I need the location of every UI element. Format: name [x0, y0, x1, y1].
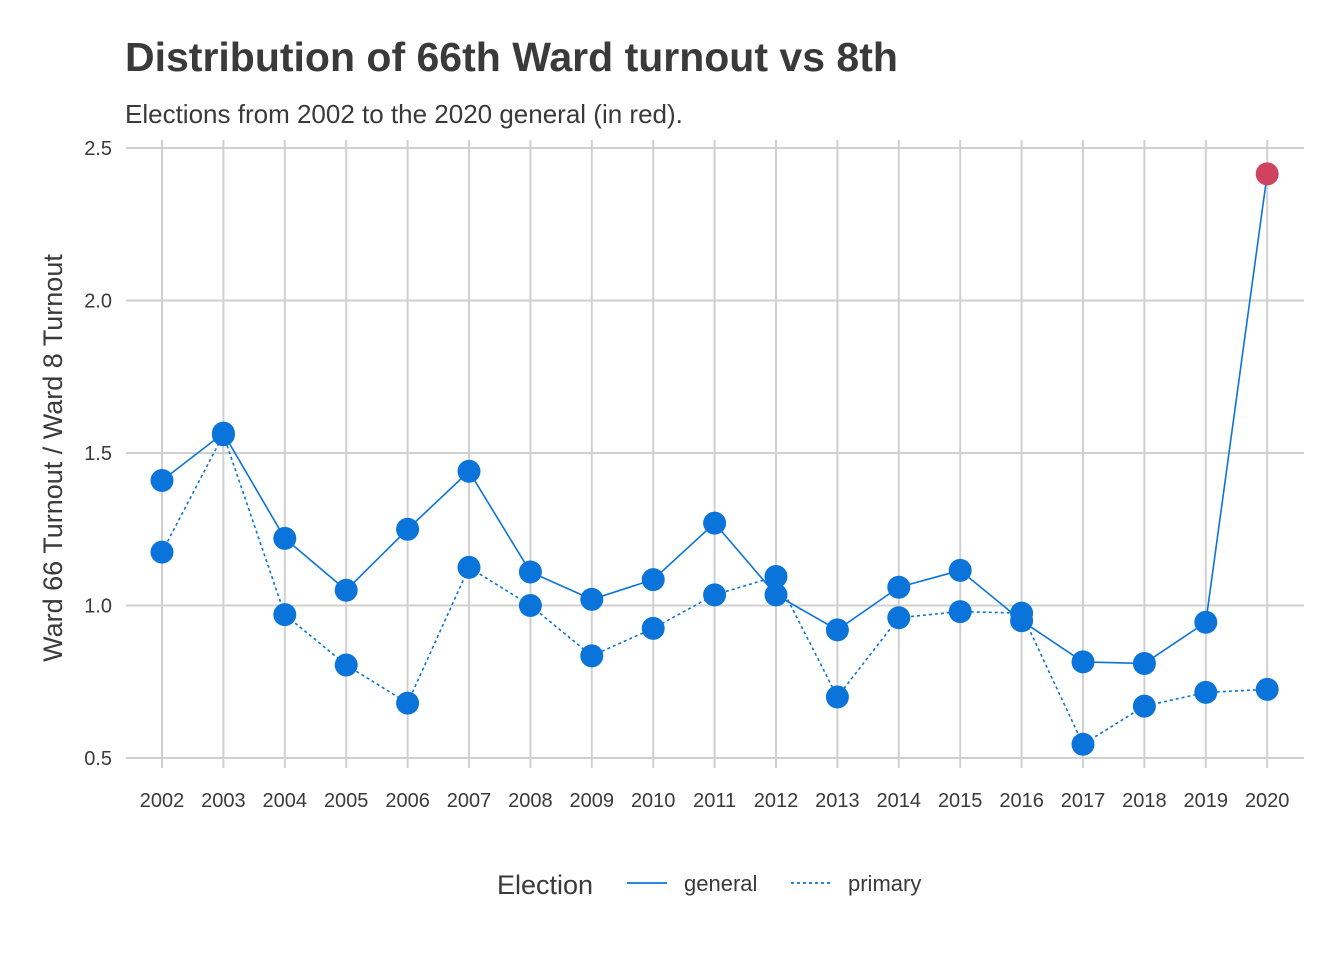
- point-general-2016: [1010, 609, 1034, 633]
- point-general-2008: [518, 560, 542, 584]
- x-tick-label: 2006: [385, 790, 430, 812]
- point-general-2002: [150, 468, 174, 492]
- legend-label-general: general: [684, 871, 757, 896]
- x-tick-label: 2004: [263, 790, 308, 812]
- x-tick-label: 2005: [324, 790, 369, 812]
- point-primary-2017: [1071, 732, 1095, 756]
- point-primary-2012: [764, 565, 788, 589]
- point-primary-2007: [457, 555, 481, 579]
- point-primary-2002: [150, 540, 174, 564]
- y-tick-label: 1.0: [84, 596, 112, 618]
- series-points: [150, 162, 1279, 756]
- point-primary-2019: [1194, 680, 1218, 704]
- chart-title: Distribution of 66th Ward turnout vs 8th: [125, 34, 898, 80]
- chart-subtitle: Elections from 2002 to the 2020 general …: [125, 99, 683, 129]
- point-general-2007: [457, 459, 481, 483]
- point-general-2006: [396, 517, 420, 541]
- legend-label-primary: primary: [848, 871, 921, 896]
- point-general-2018: [1132, 651, 1156, 675]
- point-primary-2020: [1255, 677, 1279, 701]
- x-tick-label: 2007: [447, 790, 492, 812]
- point-primary-2018: [1132, 694, 1156, 718]
- x-tick-label: 2016: [999, 790, 1044, 812]
- point-primary-2011: [703, 583, 727, 607]
- point-primary-2009: [580, 644, 604, 668]
- x-tick-label: 2018: [1122, 790, 1167, 812]
- point-primary-2008: [518, 594, 542, 617]
- point-general-2020: [1255, 162, 1279, 186]
- point-general-2014: [887, 575, 911, 599]
- x-tick-label: 2020: [1245, 790, 1290, 812]
- y-axis-ticks: 0.5 1.0 1.5 2.0 2.5: [84, 138, 112, 770]
- legend-title: Election: [497, 870, 593, 900]
- point-general-2005: [334, 578, 358, 602]
- y-tick-label: 1.5: [84, 443, 112, 465]
- y-tick-label: 2.5: [84, 138, 112, 160]
- x-tick-label: 2010: [631, 790, 676, 812]
- x-tick-label: 2008: [508, 790, 553, 812]
- point-primary-2015: [948, 600, 972, 624]
- point-primary-2014: [887, 606, 911, 630]
- y-axis-title: Ward 66 Turnout / Ward 8 Turnout: [38, 254, 68, 662]
- point-primary-2010: [641, 616, 665, 640]
- y-tick-label: 0.5: [84, 748, 112, 770]
- point-general-2019: [1194, 610, 1218, 634]
- x-tick-label: 2002: [140, 790, 185, 812]
- x-tick-label: 2011: [693, 790, 736, 812]
- legend: Election general primary: [497, 870, 921, 900]
- point-general-2010: [641, 568, 665, 592]
- point-primary-2004: [273, 603, 297, 627]
- x-tick-label: 2013: [815, 790, 860, 812]
- point-primary-2005: [334, 653, 358, 677]
- x-tick-label: 2003: [201, 790, 246, 812]
- x-tick-label: 2012: [754, 790, 799, 812]
- point-general-2009: [580, 587, 604, 611]
- point-general-2003: [211, 421, 235, 445]
- x-axis-ticks: 2002 2003 2004 2005 2006 2007 2008 2009 2010 2011…: [140, 790, 1290, 812]
- point-general-2013: [825, 618, 849, 642]
- x-tick-label: 2009: [570, 790, 615, 812]
- x-tick-label: 2014: [877, 790, 922, 812]
- x-tick-label: 2015: [938, 790, 983, 812]
- point-general-2004: [273, 526, 297, 550]
- point-general-2011: [703, 511, 727, 535]
- point-general-2017: [1071, 650, 1095, 674]
- x-tick-label: 2017: [1061, 790, 1106, 812]
- point-general-2012: [764, 583, 788, 607]
- x-tick-label: 2019: [1184, 790, 1229, 812]
- point-primary-2013: [825, 685, 849, 709]
- y-tick-label: 2.0: [84, 291, 112, 313]
- point-general-2015: [948, 558, 972, 582]
- point-primary-2006: [396, 691, 420, 715]
- gridlines: [126, 140, 1304, 768]
